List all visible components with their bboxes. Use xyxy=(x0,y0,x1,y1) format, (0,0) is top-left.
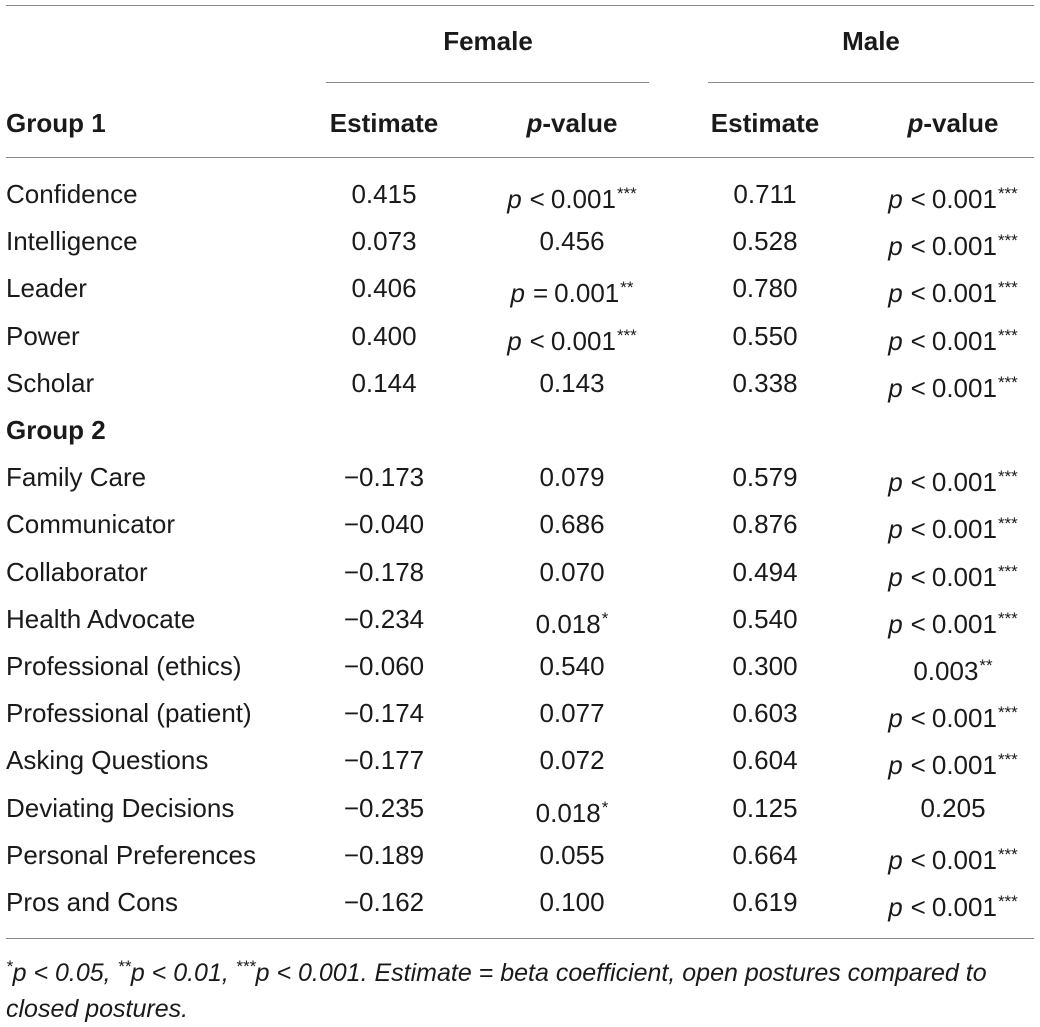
male-pvalue: p <0.001*** xyxy=(888,845,1018,875)
male-estimate: 0.579 xyxy=(732,462,798,492)
female-estimate: −0.162 xyxy=(343,887,425,917)
male-pvalue: p <0.001*** xyxy=(888,892,1018,922)
male-estimate: 0.876 xyxy=(732,509,798,539)
group1-header: Group 1 xyxy=(6,108,106,138)
row-label: Scholar xyxy=(6,368,95,398)
bottom-rule xyxy=(6,938,1034,939)
female-pvalue: 0.540 xyxy=(539,651,605,681)
male-pvalue: p <0.001*** xyxy=(888,278,1018,308)
male-estimate: 0.550 xyxy=(732,321,798,351)
row-label: Asking Questions xyxy=(6,745,209,775)
male-estimate: 0.494 xyxy=(732,557,798,587)
female-pvalue-header: p-value xyxy=(526,108,618,138)
female-pvalue: 0.077 xyxy=(539,698,605,728)
male-pvalue: 0.003** xyxy=(913,656,993,686)
female-pvalue: 0.686 xyxy=(539,509,605,539)
male-estimate: 0.604 xyxy=(732,745,798,775)
male-pvalue: p <0.001*** xyxy=(888,562,1018,592)
male-estimate: 0.711 xyxy=(733,179,797,209)
male-pvalue: p <0.001*** xyxy=(888,609,1018,639)
row-label: Intelligence xyxy=(6,226,138,256)
male-pvalue: p <0.001*** xyxy=(888,231,1018,261)
male-pvalue: p <0.001*** xyxy=(888,184,1018,214)
male-estimate: 0.540 xyxy=(732,604,798,634)
male-pvalue: p <0.001*** xyxy=(888,750,1018,780)
row-label: Leader xyxy=(6,273,87,303)
female-pvalue: p = 0.001** xyxy=(510,278,634,308)
row-label: Communicator xyxy=(6,509,176,539)
female-estimate: −0.234 xyxy=(343,604,425,634)
female-estimate-header: Estimate xyxy=(329,108,439,138)
female-span-rule xyxy=(326,82,649,83)
female-estimate: −0.173 xyxy=(343,462,425,492)
female-pvalue: p <0.001*** xyxy=(507,184,637,214)
male-span-rule xyxy=(708,82,1034,83)
male-header: Male xyxy=(842,26,900,56)
male-pvalue-header: p-value xyxy=(907,108,999,138)
female-pvalue: 0.055 xyxy=(539,840,605,870)
female-estimate: −0.177 xyxy=(343,745,425,775)
group2-header: Group 2 xyxy=(6,415,106,445)
female-estimate: −0.060 xyxy=(343,651,425,681)
row-label: Deviating Decisions xyxy=(6,793,235,823)
female-pvalue: 0.018* xyxy=(535,798,609,828)
header-rule xyxy=(6,157,1034,158)
row-label: Pros and Cons xyxy=(6,887,178,917)
male-pvalue: p <0.001*** xyxy=(888,467,1018,497)
male-pvalue: 0.205 xyxy=(920,793,986,823)
row-label: Professional (ethics) xyxy=(6,651,242,681)
male-estimate: 0.664 xyxy=(732,840,798,870)
male-pvalue: p <0.001*** xyxy=(888,373,1018,403)
row-label: Confidence xyxy=(6,179,138,209)
row-label: Power xyxy=(6,321,80,351)
female-pvalue: p <0.001*** xyxy=(507,326,637,356)
row-label: Personal Preferences xyxy=(6,840,257,870)
female-estimate: −0.189 xyxy=(343,840,425,870)
male-estimate: 0.528 xyxy=(732,226,798,256)
table-footnote: *p < 0.05, **p < 0.01, ***p < 0.001. Est… xyxy=(6,957,987,1023)
male-estimate-header: Estimate xyxy=(710,108,820,138)
female-estimate: −0.040 xyxy=(343,509,425,539)
male-estimate: 0.603 xyxy=(732,698,798,728)
row-label: Collaborator xyxy=(6,557,148,587)
male-estimate: 0.338 xyxy=(732,368,798,398)
female-estimate: −0.178 xyxy=(343,557,425,587)
male-pvalue: p <0.001*** xyxy=(888,514,1018,544)
male-pvalue: p <0.001*** xyxy=(888,326,1018,356)
female-estimate: 0.144 xyxy=(351,368,417,398)
female-pvalue: 0.100 xyxy=(539,887,605,917)
female-estimate: −0.174 xyxy=(343,698,425,728)
female-pvalue: 0.143 xyxy=(539,368,605,398)
female-estimate: 0.406 xyxy=(351,273,417,303)
female-pvalue: 0.070 xyxy=(539,557,605,587)
female-pvalue: 0.079 xyxy=(539,462,605,492)
female-estimate: 0.415 xyxy=(351,179,417,209)
female-estimate: −0.235 xyxy=(343,793,425,823)
female-pvalue: 0.018* xyxy=(535,609,609,639)
top-rule xyxy=(6,5,1034,6)
row-label: Family Care xyxy=(6,462,147,492)
male-estimate: 0.619 xyxy=(732,887,798,917)
male-estimate: 0.300 xyxy=(732,651,798,681)
row-label: Professional (patient) xyxy=(6,698,252,728)
male-pvalue: p <0.001*** xyxy=(888,703,1018,733)
female-estimate: 0.400 xyxy=(351,321,417,351)
female-pvalue: 0.456 xyxy=(539,226,605,256)
row-label: Health Advocate xyxy=(6,604,196,634)
male-estimate: 0.780 xyxy=(732,273,798,303)
female-header: Female xyxy=(443,26,533,56)
female-pvalue: 0.072 xyxy=(539,745,605,775)
male-estimate: 0.125 xyxy=(732,793,798,823)
female-estimate: 0.073 xyxy=(351,226,417,256)
